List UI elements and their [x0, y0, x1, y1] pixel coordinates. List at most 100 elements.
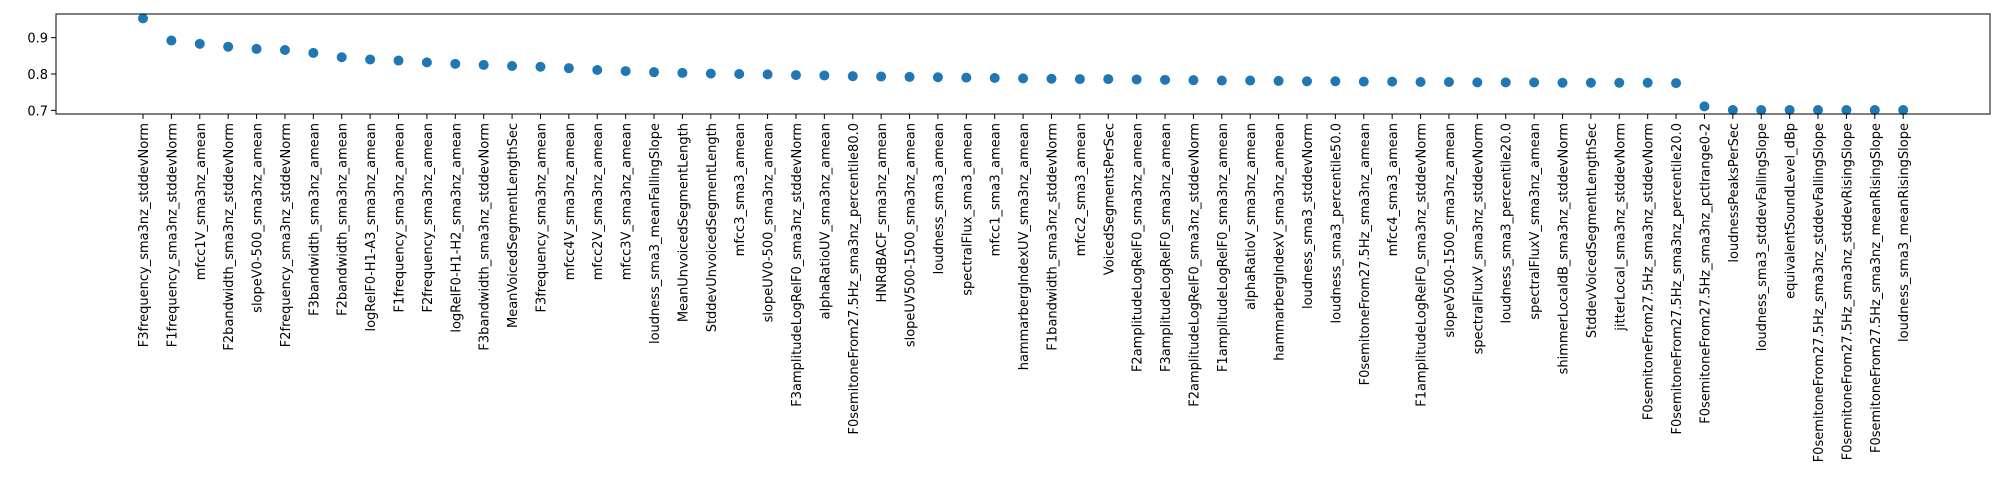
data-point: [1557, 77, 1568, 88]
data-point: [1358, 76, 1369, 87]
x-tick-label: alphaRatioUV_sma3nz_amean: [818, 123, 833, 319]
data-point: [1131, 74, 1142, 85]
x-tick-label: F3amplitudeLogRelF0_sma3nz_stddevNorm: [790, 123, 805, 407]
data-point: [1160, 74, 1171, 85]
x-tick-label: F3amplitudeLogRelF0_sma3nz_amean: [1159, 123, 1174, 372]
x-axis: F3frequency_sma3nz_stddevNorm F1frequency…: [137, 114, 1912, 462]
x-tick-label: mfcc3_sma3_amean: [733, 123, 748, 256]
x-tick-label: hammarbergIndexUV_sma3nz_amean: [1017, 123, 1032, 370]
x-tick-label: mfcc2_sma3_amean: [1074, 123, 1089, 256]
x-tick-label: loudness_sma3_meanFallingSlope: [648, 123, 663, 344]
data-point: [1699, 101, 1710, 112]
data-point: [989, 73, 1000, 83]
data-point: [705, 68, 716, 79]
data-point: [1387, 76, 1398, 87]
x-tick-label: F0semitoneFrom27.5Hz_sma3nz_stddevRising…: [1840, 123, 1855, 460]
data-point: [478, 59, 489, 70]
data-point: [734, 69, 745, 79]
data-point: [393, 55, 404, 66]
data-point: [166, 35, 177, 46]
data-point: [251, 43, 262, 54]
x-tick-label: spectralFlux_sma3_amean: [960, 123, 975, 296]
data-point: [1642, 77, 1653, 88]
y-tick-label: 0.7: [27, 104, 48, 119]
x-tick-label: spectralFluxV_sma3nz_amean: [1528, 123, 1543, 320]
y-tick-label: 0.8: [27, 68, 48, 83]
data-point: [961, 72, 972, 83]
data-point: [932, 72, 943, 83]
x-tick-label: loudness_sma3_stddevFallingSlope: [1755, 123, 1770, 351]
x-tick-label: F2amplitudeLogRelF0_sma3nz_stddevNorm: [1187, 123, 1202, 407]
data-point: [138, 13, 148, 24]
x-tick-label: loudness_sma3_percentile50.0: [1329, 123, 1344, 323]
x-tick-label: StddevVoicedSegmentLengthSec: [1585, 123, 1600, 338]
x-tick-label: slopeUV500-1500_sma3nz_amean: [904, 123, 919, 347]
x-tick-label: equivalentSoundLevel_dBp: [1784, 123, 1799, 299]
x-tick-label: F0semitoneFrom27.5Hz_sma3nz_meanRisingSl…: [1869, 123, 1884, 453]
x-tick-label: spectralFluxV_sma3nz_stddevNorm: [1471, 123, 1486, 354]
data-point: [1813, 105, 1824, 115]
data-point: [563, 63, 574, 74]
data-point: [790, 70, 801, 81]
data-point: [876, 71, 887, 82]
x-tick-label: F0semitoneFrom27.5Hz_sma3nz_stddevNorm: [1642, 123, 1657, 420]
x-tick-label: slopeUV0-500_sma3nz_amean: [762, 123, 777, 322]
x-tick-label: F0semitoneFrom27.5Hz_sma3nz_amean: [1358, 123, 1373, 385]
x-tick-label: alphaRatioV_sma3nz_amean: [1244, 123, 1259, 310]
data-point: [677, 67, 688, 78]
data-point: [1188, 75, 1199, 86]
data-point: [904, 71, 915, 82]
data-point: [1415, 77, 1426, 87]
x-tick-label: shimmerLocaldB_sma3nz_stddevNorm: [1557, 123, 1572, 374]
x-tick-label: loudness_sma3_meanRisingSlope: [1897, 123, 1912, 342]
x-tick-label: F2bandwidth_sma3nz_stddevNorm: [222, 123, 237, 351]
x-tick-label: F1frequency_sma3nz_amean: [393, 123, 408, 313]
data-point: [1500, 77, 1511, 88]
x-tick-label: HNRdBACF_sma3nz_amean: [875, 123, 890, 303]
data-point: [649, 67, 660, 78]
data-point: [507, 61, 518, 71]
data-point: [620, 66, 631, 77]
data-point: [365, 54, 376, 65]
data-point: [1756, 105, 1767, 115]
data-point: [1018, 73, 1029, 84]
x-tick-label: mfcc4V_sma3nz_amean: [563, 123, 578, 280]
data-point: [421, 57, 432, 68]
data-point: [1472, 77, 1483, 88]
data-point: [1301, 76, 1312, 87]
data-point: [1074, 74, 1085, 85]
x-tick-label: StddevUnvoicedSegmentLength: [705, 123, 720, 332]
data-point: [1245, 75, 1256, 86]
x-tick-label: F3frequency_sma3nz_stddevNorm: [137, 123, 152, 347]
data-point: [279, 45, 290, 55]
data-point: [223, 41, 234, 52]
data-point: [1869, 105, 1880, 115]
x-tick-label: F1amplitudeLogRelF0_sma3nz_stddevNorm: [1415, 123, 1430, 407]
x-tick-label: F2amplitudeLogRelF0_sma3nz_amean: [1131, 123, 1146, 372]
data-point: [1898, 105, 1909, 115]
x-tick-label: hammarbergIndexV_sma3nz_amean: [1273, 123, 1288, 361]
x-tick-label: jitterLocal_sma3nz_stddevNorm: [1613, 123, 1628, 332]
data-point: [1216, 75, 1227, 86]
data-point: [819, 70, 830, 81]
x-tick-label: loudness_sma3_amean: [932, 123, 947, 274]
x-tick-label: loudness_sma3_percentile20.0: [1500, 123, 1515, 323]
data-point: [592, 65, 603, 75]
x-tick-label: loudness_sma3_stddevNorm: [1301, 123, 1316, 309]
x-tick-label: MeanVoicedSegmentLengthSec: [506, 123, 521, 328]
chart-marks: [138, 13, 1909, 115]
x-tick-label: slopeV0-500_sma3nz_amean: [251, 123, 266, 313]
x-tick-label: F1amplitudeLogRelF0_sma3nz_amean: [1216, 123, 1231, 372]
data-point: [1529, 77, 1540, 88]
x-tick-label: F3frequency_sma3nz_amean: [534, 123, 549, 313]
x-tick-label: logRelF0-H1-A3_sma3nz_amean: [364, 123, 379, 332]
x-tick-label: mfcc4_sma3_amean: [1386, 123, 1401, 256]
data-point: [1784, 105, 1795, 115]
data-point: [1585, 77, 1596, 88]
x-tick-label: F3bandwidth_sma3nz_amean: [307, 123, 322, 316]
x-tick-label: mfcc1V_sma3nz_amean: [194, 123, 209, 280]
x-tick-label: F3bandwidth_sma3nz_stddevNorm: [478, 123, 493, 351]
data-point: [336, 52, 347, 63]
x-tick-label: slopeV500-1500_sma3nz_amean: [1443, 123, 1458, 338]
